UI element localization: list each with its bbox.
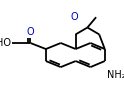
Text: NH₂: NH₂ bbox=[107, 70, 124, 80]
Text: HO: HO bbox=[0, 38, 11, 48]
Text: O: O bbox=[27, 27, 34, 37]
Text: O: O bbox=[71, 12, 78, 22]
